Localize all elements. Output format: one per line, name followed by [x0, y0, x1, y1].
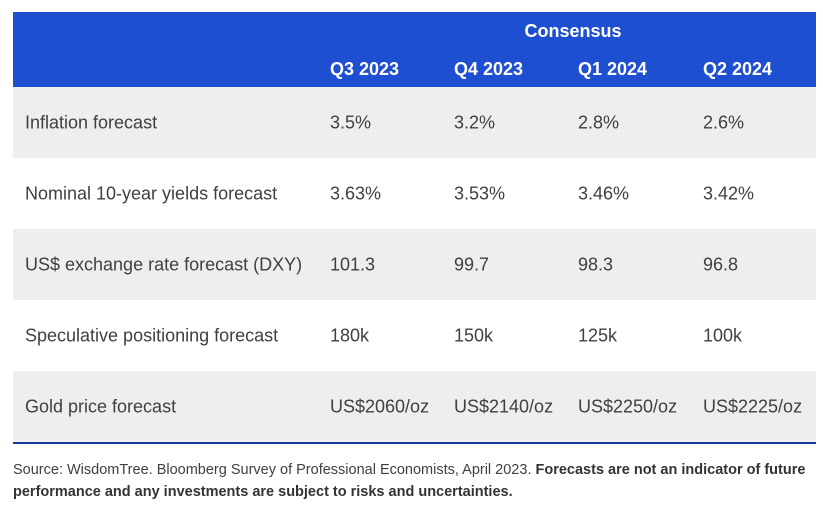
row-label: Gold price forecast: [25, 396, 177, 416]
table-cell: 180k: [330, 325, 370, 345]
table-cell: 98.3: [578, 254, 614, 274]
column-header-q2-2024: Q2 2024: [703, 59, 773, 79]
row-label: Nominal 10-year yields forecast: [25, 183, 278, 203]
table-row-speculative: Speculative positioning forecast 180k 15…: [13, 300, 816, 371]
table-cell: 3.63%: [330, 183, 382, 203]
table-cell: 99.7: [454, 254, 490, 274]
forecast-table: Consensus Q3 2023 Q4 2023 Q1 2024 Q2 202…: [13, 12, 816, 444]
table-cell: 3.46%: [578, 183, 630, 203]
table-cell: US$2225/oz: [703, 396, 803, 416]
row-label: US$ exchange rate forecast (DXY): [25, 254, 303, 274]
table-cell: 125k: [578, 325, 618, 345]
disclaimer-text: Forecasts are not an indicator of future…: [13, 462, 806, 500]
table-cell: US$2250/oz: [578, 396, 678, 416]
table-row-yields: Nominal 10-year yields forecast 3.63% 3.…: [13, 158, 816, 229]
table-header: Consensus Q3 2023 Q4 2023 Q1 2024 Q2 202…: [13, 12, 816, 87]
row-label: Speculative positioning forecast: [25, 325, 279, 345]
source-footnote: Source: WisdomTree. Bloomberg Survey of …: [13, 459, 813, 503]
consensus-group-header: Consensus: [524, 21, 622, 41]
table-cell: 2.6%: [703, 112, 745, 132]
source-text: Source: WisdomTree. Bloomberg Survey of …: [13, 462, 536, 478]
table-cell: 3.42%: [703, 183, 755, 203]
table-row-inflation: Inflation forecast 3.5% 3.2% 2.8% 2.6%: [13, 87, 816, 158]
row-label: Inflation forecast: [25, 112, 158, 132]
table-row-exchange-rate: US$ exchange rate forecast (DXY) 101.3 9…: [13, 229, 816, 300]
column-header-q3-2023: Q3 2023: [330, 59, 400, 79]
column-header-q4-2023: Q4 2023: [454, 59, 524, 79]
table-bottom-rule: [13, 442, 816, 444]
column-header-q1-2024: Q1 2024: [578, 59, 648, 79]
table-cell: 3.2%: [454, 112, 496, 132]
table-cell: 3.53%: [454, 183, 506, 203]
table-cell: 96.8: [703, 254, 739, 274]
table-cell: 3.5%: [330, 112, 372, 132]
table-cell: US$2060/oz: [330, 396, 430, 416]
table-cell: 150k: [454, 325, 494, 345]
table-cell: 100k: [703, 325, 743, 345]
table-cell: US$2140/oz: [454, 396, 554, 416]
table-cell: 101.3: [330, 254, 376, 274]
table-row-gold-price: Gold price forecast US$2060/oz US$2140/o…: [13, 371, 816, 442]
table-cell: 2.8%: [578, 112, 620, 132]
